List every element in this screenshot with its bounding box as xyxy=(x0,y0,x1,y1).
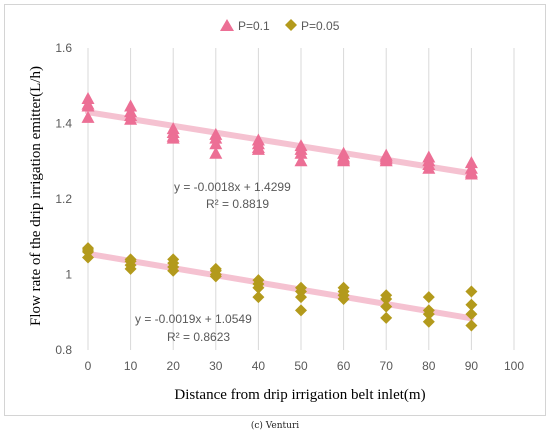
data-point-series-1 xyxy=(124,112,138,125)
y-tick-label: 1.6 xyxy=(55,41,72,55)
data-point-series-1 xyxy=(379,154,393,167)
data-point-series-2 xyxy=(252,281,265,294)
trendline-2 xyxy=(85,250,475,322)
data-point-series-1 xyxy=(209,146,223,159)
x-tick-label: 20 xyxy=(167,359,181,373)
data-point-series-2 xyxy=(465,308,478,321)
data-point-series-1 xyxy=(294,146,308,159)
y-tick-label: 1 xyxy=(65,268,72,282)
data-point-series-2 xyxy=(209,270,222,283)
trendline-r2-1: R² = 0.8819 xyxy=(206,197,269,211)
x-tick-label: 10 xyxy=(124,359,138,373)
data-point-series-1 xyxy=(166,131,180,144)
trendline-1 xyxy=(85,109,475,177)
data-point-series-1 xyxy=(209,137,223,150)
tick-labels: 0 10 20 30 40 50 60 70 80 90 100 0.8 1 1.2 1.4 1.6 xyxy=(55,41,524,373)
data-point-series-2 xyxy=(380,311,393,324)
data-point-series-1 xyxy=(81,99,95,112)
data-point-series-2 xyxy=(82,251,94,264)
data-point-series-1 xyxy=(422,161,436,174)
data-point-series-2 xyxy=(465,298,478,311)
legend-label-series-2: P=0.05 xyxy=(301,19,340,33)
data-point-series-1 xyxy=(251,142,265,155)
y-tick-label: 1.4 xyxy=(55,117,72,131)
trendline-r2-2: R² = 0.8623 xyxy=(167,330,230,344)
trendline-equation-1: y = -0.0018x + 1.4299 xyxy=(174,180,291,194)
trendline-equation-2: y = -0.0019x + 1.0549 xyxy=(135,312,252,326)
x-axis-title: Distance from drip irrigation belt inlet… xyxy=(174,387,425,403)
data-point-series-2 xyxy=(380,293,393,306)
legend-label-series-1: P=0.1 xyxy=(238,19,270,33)
x-tick-label: 90 xyxy=(465,359,479,373)
data-point-series-1 xyxy=(294,154,308,167)
data-point-series-2 xyxy=(422,315,435,328)
data-point-series-1 xyxy=(81,110,95,123)
x-tick-label: 30 xyxy=(209,359,223,373)
x-tick-label: 0 xyxy=(85,359,92,373)
x-tick-label: 100 xyxy=(504,359,524,373)
data-point-series-2 xyxy=(465,285,478,298)
x-tick-label: 80 xyxy=(422,359,436,373)
x-tick-label: 60 xyxy=(337,359,351,373)
y-tick-label: 0.8 xyxy=(55,343,72,357)
data-point-series-2 xyxy=(422,291,435,304)
scatter-chart: 0 10 20 30 40 50 60 70 80 90 100 0.8 1 1.2 1.4 1.6 P=0.… xyxy=(28,19,524,403)
trendlines xyxy=(85,109,475,322)
x-tick-label: 40 xyxy=(252,359,266,373)
x-tick-label: 50 xyxy=(294,359,308,373)
x-tick-label: 70 xyxy=(380,359,394,373)
legend: P=0.1 P=0.05 xyxy=(220,19,340,33)
legend-triangle-icon xyxy=(220,19,234,31)
data-point-series-2 xyxy=(295,304,307,317)
data-point-series-2 xyxy=(124,262,137,275)
y-axis-title: Flow rate of the drip irrigation emitter… xyxy=(28,66,44,326)
data-point-series-2 xyxy=(295,291,307,304)
data-point-series-1 xyxy=(337,154,351,167)
data-point-series-2 xyxy=(380,300,393,313)
data-point-series-2 xyxy=(167,264,180,277)
data-point-series-2 xyxy=(337,293,350,306)
y-tick-label: 1.2 xyxy=(55,192,72,206)
chart-frame xyxy=(4,4,546,416)
figure-caption: (c) Venturi xyxy=(250,421,300,431)
legend-diamond-icon xyxy=(285,19,297,31)
data-point-series-2 xyxy=(465,319,478,332)
data-points xyxy=(81,91,478,332)
data-point-series-2 xyxy=(422,308,435,321)
data-point-series-1 xyxy=(464,167,478,180)
data-point-series-2 xyxy=(252,291,265,304)
